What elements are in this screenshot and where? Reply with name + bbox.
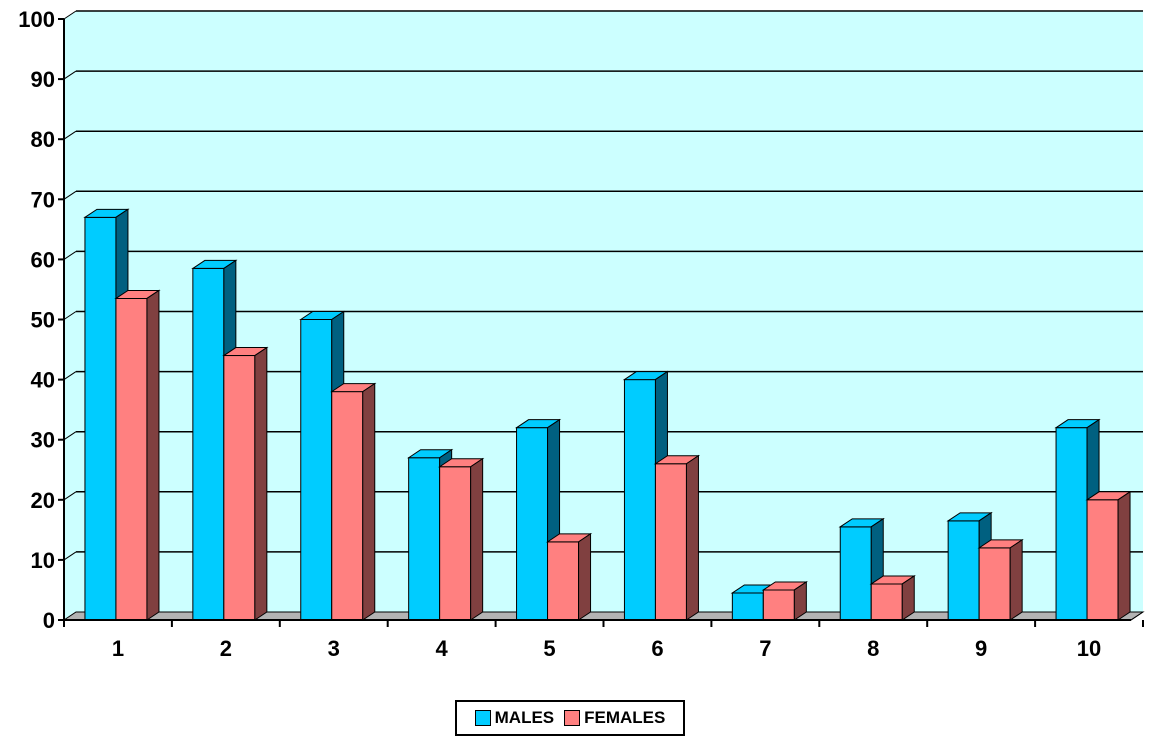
bar-side-females-5 — [578, 532, 592, 621]
bar-front-males-1 — [84, 216, 117, 621]
x-tick-label-9: 9 — [975, 636, 987, 661]
legend-swatch-males — [474, 710, 491, 726]
bar-front-females-3 — [331, 391, 364, 621]
y-tick-label-20: 20 — [31, 488, 55, 513]
bar-females-1 — [114, 289, 161, 621]
bar-front-males-5 — [516, 427, 549, 621]
bar-side-females-2 — [254, 346, 268, 621]
gridline-side — [63, 311, 77, 320]
gridline-side — [63, 551, 77, 561]
y-tick-label-60: 60 — [31, 247, 55, 272]
bar-side-females-10 — [1117, 490, 1131, 621]
y-tick-label-40: 40 — [31, 368, 55, 393]
bar-side-females-8 — [901, 575, 915, 621]
bar-front-males-2 — [192, 267, 225, 621]
gridline-side — [63, 70, 77, 80]
bar-side-females-3 — [362, 382, 376, 621]
gridline-side — [63, 130, 77, 140]
x-tick-label-2: 2 — [220, 636, 232, 661]
y-axis-ticks: 0 10 20 30 40 50 60 70 80 90 100 — [18, 7, 64, 633]
y-tick-label-0: 0 — [43, 608, 55, 633]
x-tick-label-6: 6 — [651, 636, 663, 661]
bar-front-females-8 — [870, 583, 903, 621]
bar-females-8 — [869, 575, 916, 621]
bar-side-females-6 — [685, 454, 699, 621]
legend-label-males: MALES — [494, 708, 555, 727]
x-tick-label-8: 8 — [867, 636, 879, 661]
bar-side-females-9 — [1009, 538, 1023, 621]
y-tick-label-50: 50 — [31, 308, 55, 333]
legend: MALES FEMALES — [455, 700, 685, 736]
bar-females-6 — [653, 454, 701, 621]
bar-side-females-1 — [146, 289, 160, 621]
x-tick-label-1: 1 — [112, 636, 124, 661]
x-tick-label-10: 10 — [1077, 636, 1101, 661]
gridline-side — [63, 10, 77, 20]
bar-females-2 — [222, 346, 269, 621]
bar-females-4 — [437, 457, 485, 621]
bar-side-females-4 — [470, 457, 484, 621]
bar-females-7 — [761, 581, 809, 621]
x-tick-label-4: 4 — [436, 636, 449, 661]
gridline-side — [63, 431, 77, 441]
bar-females-9 — [977, 538, 1024, 621]
y-tick-label-100: 100 — [18, 7, 55, 32]
legend-item-females: FEMALES — [564, 708, 665, 728]
y-tick-label-80: 80 — [31, 127, 55, 152]
gridline-side — [63, 491, 77, 501]
x-tick-label-3: 3 — [328, 636, 340, 661]
x-tick-label-7: 7 — [759, 636, 771, 661]
bar-front-males-9 — [947, 520, 980, 621]
bar-front-females-7 — [762, 589, 795, 621]
y-tick-label-70: 70 — [31, 187, 55, 212]
bar-front-males-10 — [1055, 427, 1088, 621]
bar-front-females-2 — [223, 355, 256, 621]
floor-edge — [1130, 611, 1144, 621]
bar-front-males-4 — [408, 457, 441, 621]
y-tick-label-30: 30 — [31, 428, 55, 453]
legend-swatch-females — [564, 710, 581, 726]
gridline-side — [63, 190, 77, 200]
bar-front-females-6 — [654, 463, 687, 621]
bar-females-5 — [545, 532, 593, 621]
gridline-side — [63, 371, 77, 381]
gridline-side — [63, 250, 77, 260]
y-tick-label-90: 90 — [31, 67, 55, 92]
bar-females-10 — [1085, 490, 1132, 621]
bar-front-males-7 — [731, 592, 764, 621]
bar-side-females-7 — [793, 581, 807, 621]
bar-front-females-10 — [1086, 499, 1119, 621]
bar-front-females-4 — [439, 466, 472, 621]
legend-label-females: FEMALES — [584, 708, 666, 727]
bar-front-males-3 — [300, 319, 333, 621]
bar-front-males-6 — [623, 379, 656, 621]
bar-front-females-1 — [115, 297, 148, 621]
bar-females-3 — [330, 382, 377, 621]
bar-front-males-8 — [839, 526, 872, 621]
y-tick-label-10: 10 — [31, 548, 55, 573]
bar-front-females-5 — [547, 541, 580, 621]
x-axis-ticks: 1 2 3 4 5 6 7 8 9 10 — [63, 620, 1144, 661]
bar-front-females-9 — [978, 547, 1011, 621]
legend-item-males: MALES — [474, 708, 555, 728]
x-tick-label-5: 5 — [543, 636, 555, 661]
